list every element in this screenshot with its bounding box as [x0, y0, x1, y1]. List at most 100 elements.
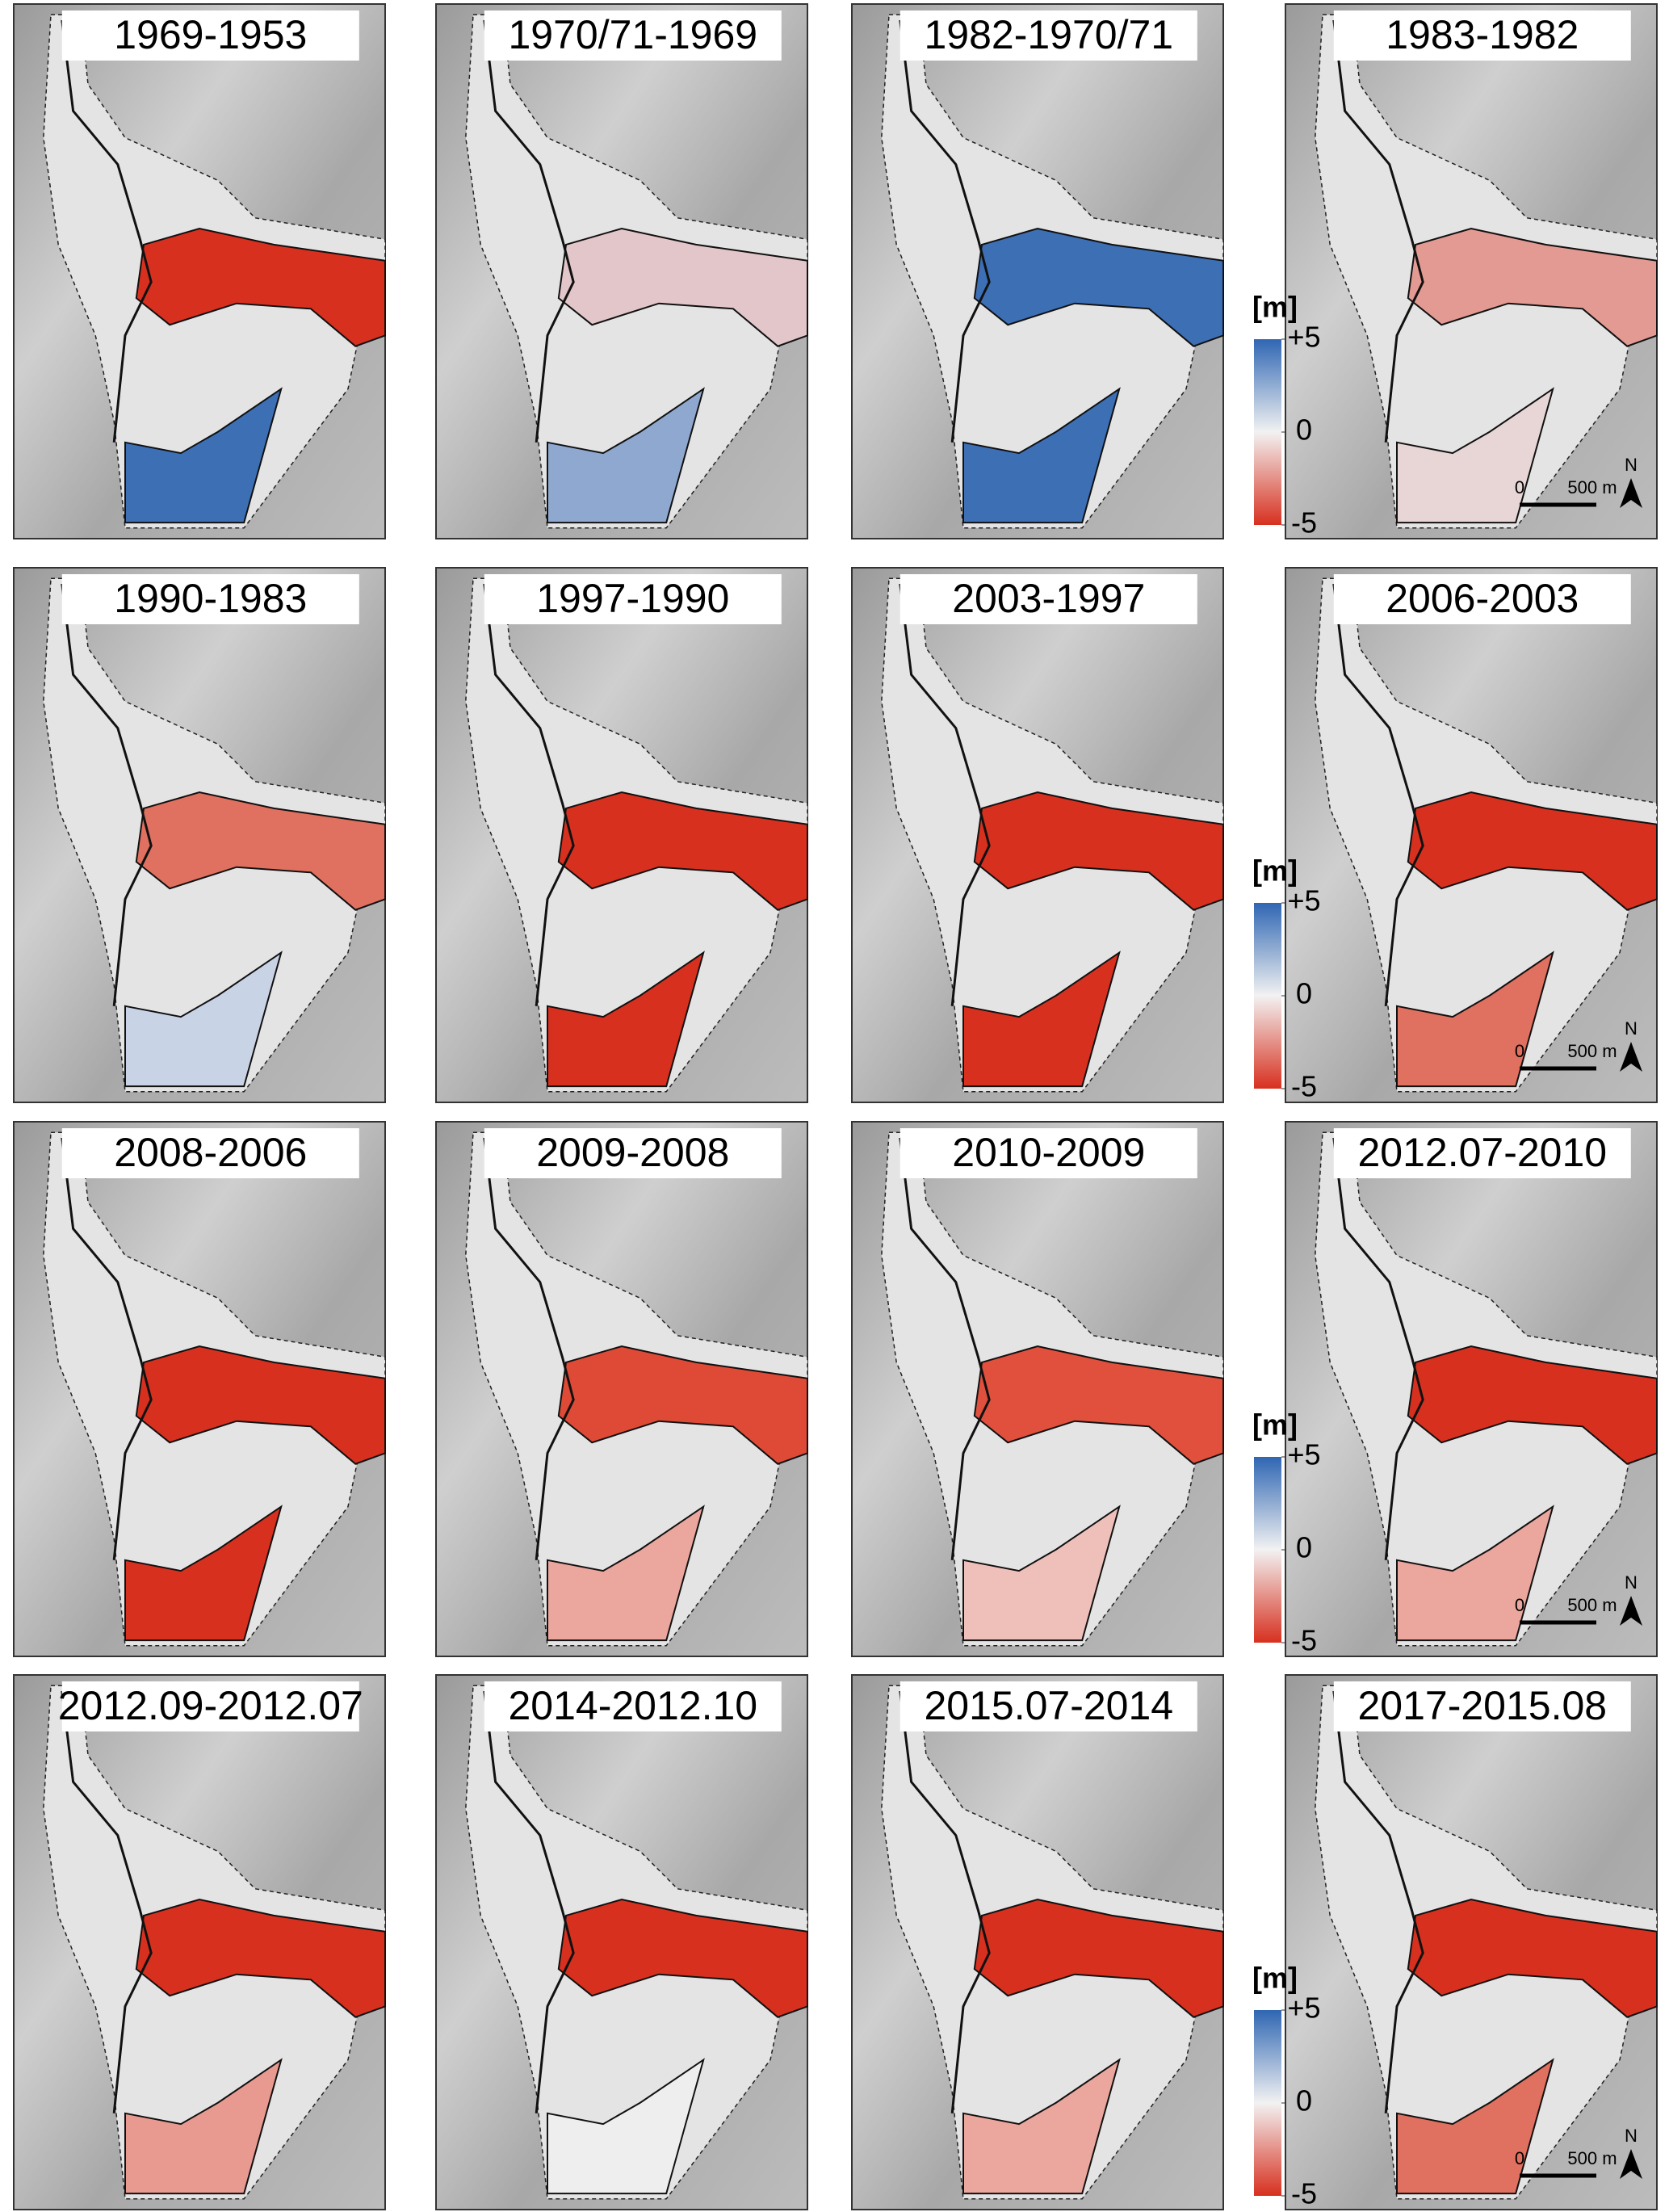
river: [483, 1137, 575, 1560]
basin-change: [1396, 1505, 1554, 1642]
title-box: [1333, 1128, 1631, 1178]
panel-title: 1983-1982: [1386, 12, 1579, 57]
colorbar-tick-label: 0: [1296, 977, 1312, 1010]
panel-title: 2003-1997: [952, 576, 1145, 621]
basin-change: [962, 1505, 1121, 1642]
tongue-change: [1407, 227, 1658, 347]
river: [61, 1137, 153, 1560]
tongue-change: [557, 791, 808, 911]
map-panel: 2012.07-2010: [1285, 1121, 1658, 1657]
river: [61, 1690, 153, 2113]
colorbar-tick-label: 0: [1296, 1531, 1312, 1564]
tongue-change: [1407, 1345, 1658, 1465]
panel-title: 1990-1983: [114, 576, 307, 621]
title-box: [1333, 10, 1631, 61]
tongue-change: [557, 1345, 808, 1465]
map-panel: 2012.09-2012.07: [13, 1674, 386, 2210]
map-panel: 2006-2003: [1285, 567, 1658, 1103]
north-arrow: [1620, 1596, 1642, 1626]
tongue-change: [557, 227, 808, 347]
map-panel: 1990-1983: [13, 567, 386, 1103]
colorbar-tick-label: +5: [1287, 1438, 1320, 1471]
title-box: [484, 574, 782, 624]
basin-change: [962, 387, 1121, 524]
scale-label: 500 m: [1567, 1041, 1617, 1061]
scale-label: 500 m: [1567, 1595, 1617, 1615]
title-box: [484, 1128, 782, 1178]
scale-label: 0: [1515, 1041, 1524, 1061]
colorbar: [1254, 903, 1281, 1089]
tongue-change: [135, 1345, 386, 1465]
river: [1332, 1690, 1424, 2113]
tongue-change: [135, 791, 386, 911]
scale-label: 500 m: [1567, 477, 1617, 497]
colorbar-tick-label: +5: [1287, 321, 1320, 354]
title-box: [899, 10, 1197, 61]
title-box: [899, 1681, 1197, 1731]
basin-change: [1396, 2058, 1554, 2195]
north-arrow: [1620, 2149, 1642, 2179]
river: [899, 19, 991, 443]
colorbar-tick-label: -5: [1291, 1624, 1317, 1657]
colorbar-unit: [m]: [1252, 1408, 1298, 1442]
tongue-change: [973, 227, 1224, 347]
colorbar: [1254, 339, 1281, 525]
map-panel: 2008-2006: [13, 1121, 386, 1657]
basin-change: [1396, 387, 1554, 524]
panel-title: 1970/71-1969: [508, 12, 757, 57]
basin-change: [547, 2058, 705, 2195]
colorbar: [1254, 2010, 1281, 2196]
title-box: [61, 10, 359, 61]
title-box: [1333, 1681, 1631, 1731]
colorbar: [1254, 1457, 1281, 1643]
river: [899, 1137, 991, 1560]
colorbar-tick-label: -5: [1291, 2177, 1317, 2210]
river: [483, 1690, 575, 2113]
tongue-change: [135, 1898, 386, 2018]
scale-label: 500 m: [1567, 2148, 1617, 2168]
map-panel: 1969-1953: [13, 3, 386, 539]
basin-change: [1396, 951, 1554, 1088]
title-box: [484, 10, 782, 61]
colorbar-unit: [m]: [1252, 854, 1298, 888]
title-box: [899, 574, 1197, 624]
colorbar-tick-label: 0: [1296, 413, 1312, 447]
panel-title: 2012.09-2012.07: [58, 1683, 363, 1728]
river: [899, 1690, 991, 2113]
river: [899, 583, 991, 1006]
panel-title: 2015.07-2014: [924, 1683, 1173, 1728]
basin-change: [547, 387, 705, 524]
north-label: N: [1625, 2126, 1638, 2146]
north-label: N: [1625, 455, 1638, 475]
river: [483, 583, 575, 1006]
river: [1332, 19, 1424, 443]
map-panel: 1970/71-1969: [435, 3, 808, 539]
colorbar-unit: [m]: [1252, 1962, 1298, 1995]
map-panel: 2010-2009: [851, 1121, 1224, 1657]
river: [1332, 583, 1424, 1006]
tongue-change: [1407, 1898, 1658, 2018]
basin-change: [962, 2058, 1121, 2195]
colorbar-tick-label: -5: [1291, 1070, 1317, 1103]
tongue-change: [135, 227, 386, 347]
title-box: [61, 1681, 359, 1731]
map-panel: 2009-2008: [435, 1121, 808, 1657]
north-label: N: [1625, 1018, 1638, 1039]
map-panel: 1982-1970/71: [851, 3, 1224, 539]
tongue-change: [1407, 791, 1658, 911]
scale-label: 0: [1515, 2148, 1524, 2168]
basin-change: [124, 387, 283, 524]
basin-change: [124, 951, 283, 1088]
title-box: [899, 1128, 1197, 1178]
basin-change: [547, 1505, 705, 1642]
panel-title: 2012.07-2010: [1357, 1130, 1607, 1175]
panel-title: 2014-2012.10: [508, 1683, 757, 1728]
river: [1332, 1137, 1424, 1560]
colorbar-tick-label: -5: [1291, 506, 1317, 539]
tongue-change: [973, 1345, 1224, 1465]
panel-title: 1982-1970/71: [924, 12, 1173, 57]
tongue-change: [973, 791, 1224, 911]
panel-title: 2008-2006: [114, 1130, 307, 1175]
river: [61, 583, 153, 1006]
